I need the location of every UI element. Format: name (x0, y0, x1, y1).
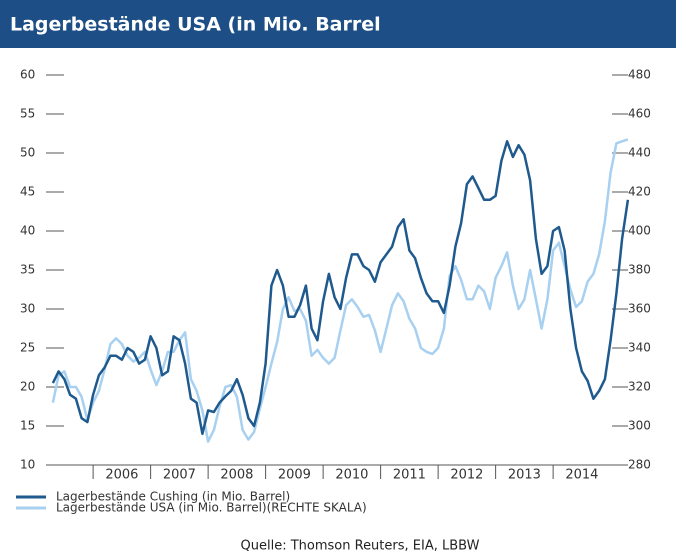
y-tick-label: 40 (20, 224, 35, 238)
y2-tick-label: 420 (628, 185, 651, 199)
header-bar (0, 0, 676, 48)
x-tick-label: 2009 (278, 468, 311, 483)
chart-title: Lagerbestände USA (in Mio. Barrel (10, 14, 381, 36)
y2-tick-label: 460 (628, 107, 651, 121)
legend-label: Lagerbestände USA (in Mio. Barrel)(RECHT… (56, 501, 367, 515)
y-tick-label: 45 (20, 185, 35, 199)
x-tick-label: 2013 (508, 468, 541, 483)
x-tick-label: 2014 (565, 468, 598, 483)
y2-tick-label: 300 (628, 419, 651, 433)
x-tick-label: 2006 (105, 468, 138, 483)
y-tick-label: 10 (20, 458, 35, 472)
x-tick-label: 2008 (220, 468, 253, 483)
y2-tick-label: 480 (628, 68, 651, 82)
y-tick-label: 55 (20, 107, 35, 121)
legend-label: Lagerbestände Cushing (in Mio. Barrel) (56, 490, 290, 504)
x-tick-label: 2007 (163, 468, 196, 483)
x-tick-label: 2012 (450, 468, 483, 483)
y2-tick-label: 340 (628, 341, 651, 355)
y2-tick-label: 280 (628, 458, 651, 472)
series-line (51, 140, 630, 436)
y2-tick-label: 360 (628, 302, 651, 316)
y-tick-label: 25 (20, 341, 35, 355)
y2-tick-label: 380 (628, 263, 651, 277)
y-tick-label: 60 (20, 68, 35, 82)
y-tick-label: 20 (20, 380, 35, 394)
series-line (51, 138, 629, 443)
source: Quelle: Thomson Reuters, EIA, LBBW (241, 539, 480, 554)
y2-tick-label: 400 (628, 224, 651, 238)
y-tick-label: 30 (20, 302, 35, 316)
y-tick-label: 35 (20, 263, 35, 277)
x-tick-label: 2011 (393, 468, 426, 483)
x-tick-label: 2010 (335, 468, 368, 483)
y-tick-label: 15 (20, 419, 35, 433)
y2-tick-label: 320 (628, 380, 651, 394)
y2-tick-label: 440 (628, 146, 651, 160)
y-tick-label: 50 (20, 146, 35, 160)
